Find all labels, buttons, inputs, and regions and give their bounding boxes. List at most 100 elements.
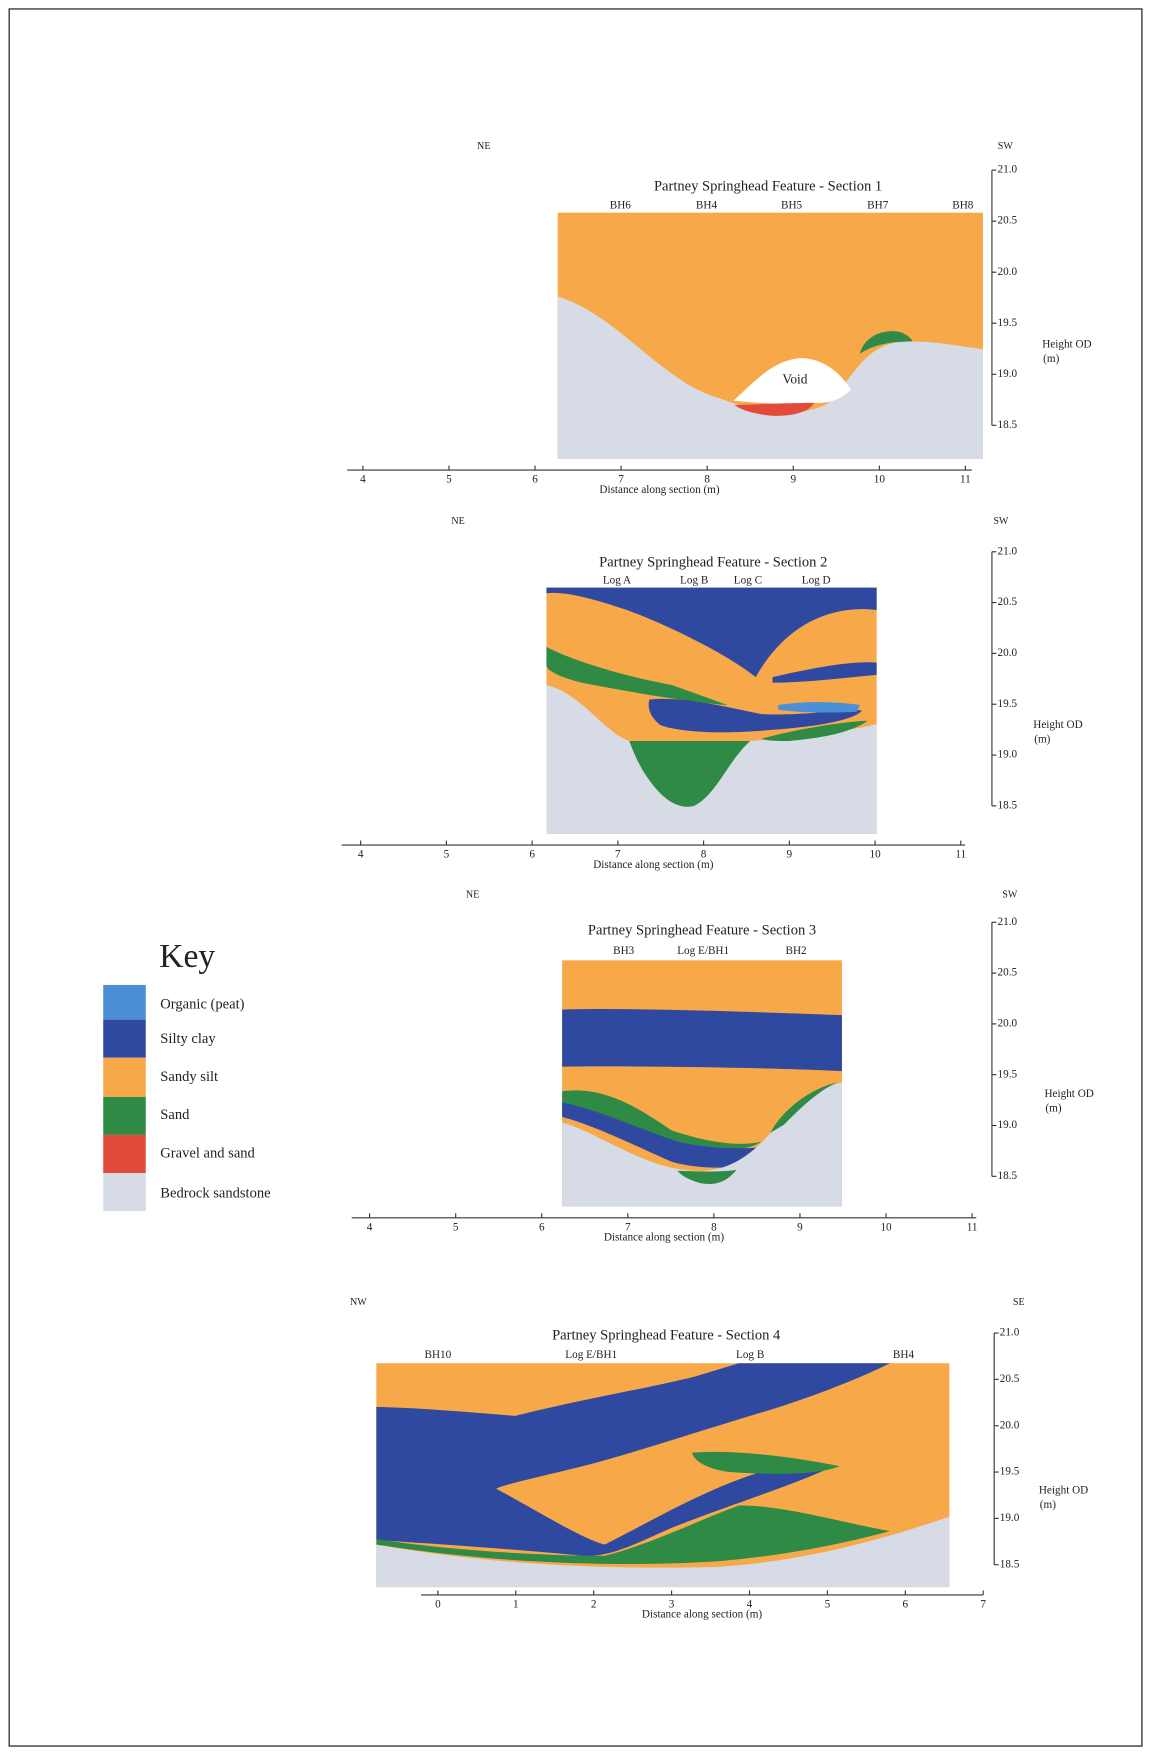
y-axis-label: Height OD	[1033, 719, 1082, 731]
section-title: Partney Springhead Feature - Section 3	[588, 923, 816, 939]
x-tick-label: 6	[902, 1599, 908, 1611]
section-2-layers	[546, 588, 876, 834]
x-axis-label: Distance along section (m)	[604, 1231, 725, 1243]
direction-label: SW	[993, 516, 1009, 527]
borehole-label: BH5	[781, 200, 803, 212]
y-tick-label: 19.5	[1000, 1466, 1020, 1478]
x-tick-label: 4	[360, 474, 366, 486]
x-axis-label: Distance along section (m)	[593, 859, 714, 871]
borehole-label: Log E/BH1	[565, 1349, 617, 1361]
x-tick-label: 9	[790, 474, 796, 486]
borehole-label: BH2	[785, 945, 806, 957]
key-swatches	[103, 985, 146, 1211]
x-tick-label: 4	[367, 1221, 373, 1233]
key-swatch	[103, 1058, 146, 1097]
borehole-label: Log B	[736, 1349, 764, 1361]
x-tick-label: 11	[967, 1221, 978, 1233]
direction-label: NE	[477, 141, 490, 152]
section-1-layers	[558, 213, 983, 459]
y-tick-label: 19.0	[998, 749, 1018, 761]
x-axis-label: Distance along section (m)	[642, 1609, 763, 1621]
key-label: Sandy silt	[160, 1069, 218, 1085]
y-tick-label: 21.0	[998, 545, 1018, 557]
direction-label: NW	[350, 1297, 367, 1308]
y-axis-label: Height OD	[1039, 1484, 1088, 1496]
peat-layer	[778, 702, 860, 712]
borehole-label: BH4	[893, 1349, 915, 1361]
direction-label: SW	[1002, 890, 1018, 901]
x-tick-label: 0	[435, 1599, 441, 1611]
silty-clay-layer	[562, 1009, 842, 1071]
x-tick-label: 5	[453, 1221, 459, 1233]
section-4-layers	[376, 1363, 949, 1587]
y-tick-label: 20.0	[1000, 1419, 1020, 1431]
y-axis-unit: (m)	[1040, 1499, 1056, 1511]
x-tick-label: 7	[980, 1599, 986, 1611]
x-tick-label: 11	[955, 849, 966, 861]
y-tick-label: 19.0	[998, 1119, 1018, 1131]
direction-label: SW	[998, 141, 1014, 152]
x-tick-label: 10	[880, 1221, 892, 1233]
key-title: Key	[159, 938, 215, 975]
y-tick-label: 19.0	[1000, 1512, 1020, 1524]
borehole-label: Log A	[603, 574, 631, 586]
x-tick-label: 6	[539, 1221, 545, 1233]
key-swatch	[103, 1173, 146, 1211]
borehole-label: Log D	[802, 574, 831, 586]
x-tick-label: 10	[874, 474, 886, 486]
x-tick-label: 6	[529, 849, 535, 861]
borehole-label: BH8	[952, 200, 974, 212]
key-swatch	[103, 1135, 146, 1173]
x-tick-label: 4	[358, 849, 364, 861]
section-title: Partney Springhead Feature - Section 4	[552, 1328, 781, 1344]
section-title: Partney Springhead Feature - Section 1	[654, 178, 882, 194]
y-tick-label: 19.5	[998, 317, 1018, 329]
x-tick-label: 10	[869, 849, 881, 861]
y-tick-label: 18.5	[998, 799, 1018, 811]
y-tick-label: 20.0	[998, 266, 1018, 278]
borehole-label: BH7	[867, 200, 889, 212]
x-tick-label: 2	[591, 1599, 597, 1611]
y-tick-label: 19.0	[998, 368, 1018, 380]
key-label: Organic (peat)	[160, 996, 244, 1012]
borehole-label: Log E/BH1	[677, 945, 729, 957]
borehole-label: BH6	[610, 200, 632, 212]
x-tick-label: 9	[797, 1221, 803, 1233]
y-axis-unit: (m)	[1034, 733, 1050, 745]
y-tick-label: 18.5	[1000, 1558, 1020, 1570]
x-tick-label: 5	[825, 1599, 831, 1611]
y-tick-label: 20.0	[998, 647, 1018, 659]
y-tick-label: 21.0	[1000, 1327, 1020, 1339]
key-swatch	[103, 1097, 146, 1135]
figure: Key Organic (peat) Silty clay Sandy silt Sa…	[0, 0, 1150, 1755]
key-swatch	[103, 1020, 146, 1058]
key-label: Bedrock sandstone	[160, 1186, 270, 1202]
key-label: Sand	[160, 1107, 190, 1123]
key-label: Gravel and sand	[160, 1145, 255, 1161]
direction-label: SE	[1013, 1297, 1025, 1308]
x-tick-label: 5	[446, 474, 452, 486]
section-3-layers	[562, 960, 842, 1206]
borehole-label: Log C	[734, 574, 762, 586]
x-tick-label: 11	[960, 474, 971, 486]
y-tick-label: 19.5	[998, 1068, 1018, 1080]
x-axis-label: Distance along section (m)	[599, 484, 720, 496]
annotation: Void	[782, 372, 807, 387]
section-title: Partney Springhead Feature - Section 2	[599, 554, 827, 570]
page: Key Organic (peat) Silty clay Sandy silt Sa…	[0, 0, 1150, 1755]
y-tick-label: 18.5	[998, 419, 1018, 431]
borehole-label: BH4	[696, 200, 718, 212]
x-tick-label: 9	[787, 849, 793, 861]
y-tick-label: 20.0	[998, 1017, 1018, 1029]
y-axis-label: Height OD	[1044, 1088, 1093, 1100]
y-tick-label: 20.5	[1000, 1373, 1020, 1385]
y-tick-label: 18.5	[998, 1170, 1018, 1182]
y-axis-unit: (m)	[1045, 1103, 1061, 1115]
x-tick-label: 6	[532, 474, 538, 486]
borehole-label: BH10	[425, 1349, 452, 1361]
key-label: Silty clay	[160, 1031, 216, 1047]
y-tick-label: 19.5	[998, 698, 1018, 710]
x-tick-label: 1	[513, 1599, 519, 1611]
y-axis-label: Height OD	[1042, 338, 1091, 350]
y-tick-label: 21.0	[998, 164, 1018, 176]
